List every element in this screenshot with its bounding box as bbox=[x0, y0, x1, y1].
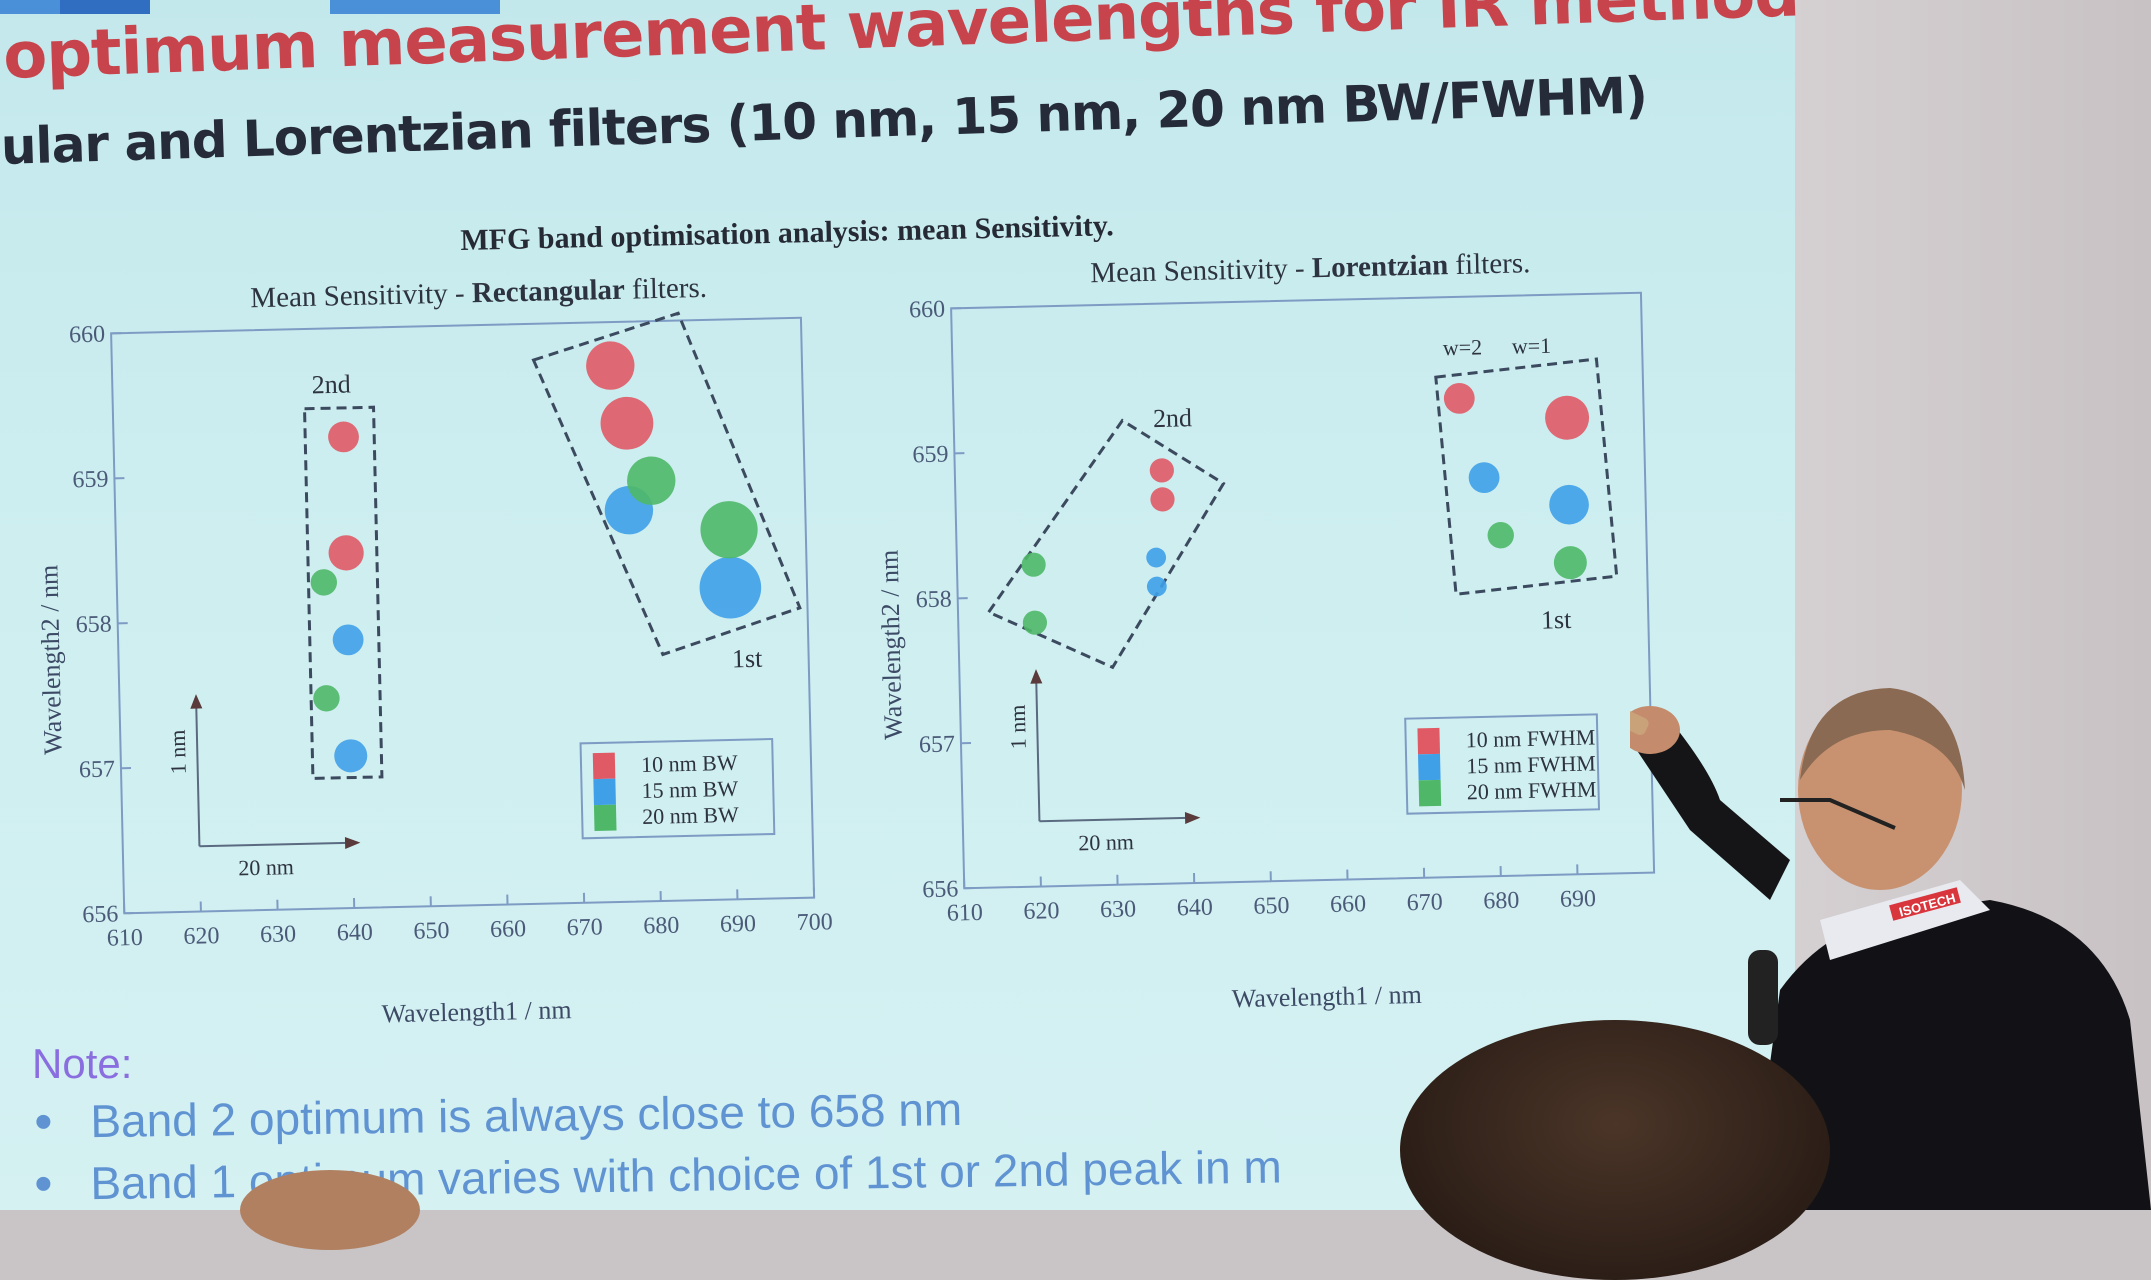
svg-text:659: 659 bbox=[912, 442, 949, 469]
data-point bbox=[586, 341, 635, 390]
svg-text:660: 660 bbox=[909, 297, 946, 324]
svg-text:630: 630 bbox=[1100, 896, 1137, 923]
svg-text:15 nm BW: 15 nm BW bbox=[641, 776, 738, 803]
data-point bbox=[1468, 462, 1499, 493]
svg-text:w=1: w=1 bbox=[1512, 333, 1552, 359]
svg-text:657: 657 bbox=[79, 756, 116, 783]
svg-text:630: 630 bbox=[260, 921, 297, 948]
svg-text:640: 640 bbox=[336, 920, 373, 947]
svg-text:2nd: 2nd bbox=[1153, 403, 1193, 433]
chart-lorentzian: Mean Sensitivity - Lorentzian filters. 6… bbox=[880, 242, 1697, 1020]
svg-text:656: 656 bbox=[922, 876, 959, 903]
data-point bbox=[313, 685, 340, 712]
note-label: Note: bbox=[32, 1040, 132, 1088]
data-point bbox=[600, 396, 654, 450]
bullet-icon bbox=[36, 1177, 50, 1191]
svg-text:620: 620 bbox=[1023, 898, 1060, 925]
bullet-item: Band 1 optimum varies with choice of 1st… bbox=[30, 1140, 1282, 1211]
scatter-plot: 610 620 630 640 650 660 670 680 690 656 657 658 659 6… bbox=[880, 242, 1697, 1020]
svg-text:20 nm FWHM: 20 nm FWHM bbox=[1467, 776, 1597, 804]
svg-text:657: 657 bbox=[919, 731, 956, 758]
svg-text:20 nm: 20 nm bbox=[1078, 829, 1134, 855]
svg-text:1 nm: 1 nm bbox=[1005, 704, 1031, 749]
data-point bbox=[332, 624, 363, 655]
svg-text:20 nm: 20 nm bbox=[238, 854, 294, 880]
data-point bbox=[1545, 395, 1590, 440]
svg-text:1st: 1st bbox=[1541, 605, 1573, 635]
data-point bbox=[700, 500, 758, 558]
bullet-icon bbox=[36, 1115, 50, 1129]
svg-text:700: 700 bbox=[796, 909, 833, 936]
data-point bbox=[1150, 487, 1175, 512]
slide-header-bar bbox=[60, 0, 150, 14]
svg-text:670: 670 bbox=[566, 914, 603, 941]
projector-screen: optimum measurement wavelengths for IR m… bbox=[0, 0, 1795, 1210]
svg-text:660: 660 bbox=[1330, 891, 1367, 918]
svg-text:650: 650 bbox=[1253, 893, 1290, 920]
data-point bbox=[1554, 546, 1588, 580]
svg-text:660: 660 bbox=[490, 916, 527, 943]
note-bullets: Band 2 optimum is always close to 658 nm… bbox=[30, 1095, 1282, 1219]
x-axis-label: Wavelength1 / nm bbox=[1232, 980, 1423, 1014]
data-point bbox=[328, 535, 364, 571]
data-point bbox=[310, 569, 337, 596]
y-axis-label: Wavelength2 / nm bbox=[875, 550, 909, 741]
svg-text:658: 658 bbox=[915, 586, 952, 613]
x-axis-label: Wavelength1 / nm bbox=[381, 995, 572, 1029]
data-point bbox=[1021, 552, 1046, 577]
svg-text:620: 620 bbox=[183, 923, 220, 950]
data-point bbox=[1444, 383, 1475, 414]
svg-text:660: 660 bbox=[69, 322, 106, 349]
chart-rectangular: Mean Sensitivity - Rectangular filters. … bbox=[40, 267, 857, 1045]
y-axis-label: Wavelength2 / nm bbox=[34, 565, 68, 756]
svg-text:1 nm: 1 nm bbox=[165, 729, 191, 774]
data-point bbox=[1549, 484, 1589, 524]
svg-text:10 nm FWHM: 10 nm FWHM bbox=[1465, 724, 1595, 752]
svg-text:2nd: 2nd bbox=[311, 369, 351, 399]
svg-text:680: 680 bbox=[643, 913, 680, 940]
svg-text:15 nm FWHM: 15 nm FWHM bbox=[1466, 750, 1596, 778]
figure-title: MFG band optimisation analysis: mean Sen… bbox=[460, 209, 1114, 258]
svg-text:690: 690 bbox=[1560, 886, 1597, 913]
svg-text:640: 640 bbox=[1176, 895, 1213, 922]
svg-text:610: 610 bbox=[107, 925, 144, 952]
svg-text:680: 680 bbox=[1483, 888, 1520, 915]
data-point bbox=[1149, 458, 1174, 483]
data-point bbox=[1146, 547, 1166, 567]
data-point bbox=[1023, 610, 1048, 635]
svg-text:690: 690 bbox=[720, 911, 757, 938]
svg-text:610: 610 bbox=[947, 900, 984, 927]
svg-text:20 nm BW: 20 nm BW bbox=[642, 802, 739, 829]
audience-head bbox=[240, 1170, 420, 1250]
scatter-plot: 610 620 630 640 650 660 670 680 690 700 656 657 658 6… bbox=[40, 267, 857, 1045]
data-point bbox=[328, 421, 359, 452]
svg-text:670: 670 bbox=[1406, 889, 1443, 916]
svg-text:656: 656 bbox=[82, 901, 119, 928]
data-point bbox=[334, 739, 368, 773]
svg-text:10 nm BW: 10 nm BW bbox=[641, 750, 738, 777]
data-point bbox=[699, 556, 762, 619]
svg-text:659: 659 bbox=[72, 467, 109, 494]
svg-text:658: 658 bbox=[75, 611, 112, 638]
audience-head bbox=[1400, 1020, 1830, 1280]
bullet-item: Band 2 optimum is always close to 658 nm bbox=[30, 1078, 1282, 1149]
data-point bbox=[1487, 522, 1514, 549]
svg-text:w=2: w=2 bbox=[1443, 334, 1483, 360]
svg-text:1st: 1st bbox=[732, 644, 764, 674]
svg-text:650: 650 bbox=[413, 918, 450, 945]
